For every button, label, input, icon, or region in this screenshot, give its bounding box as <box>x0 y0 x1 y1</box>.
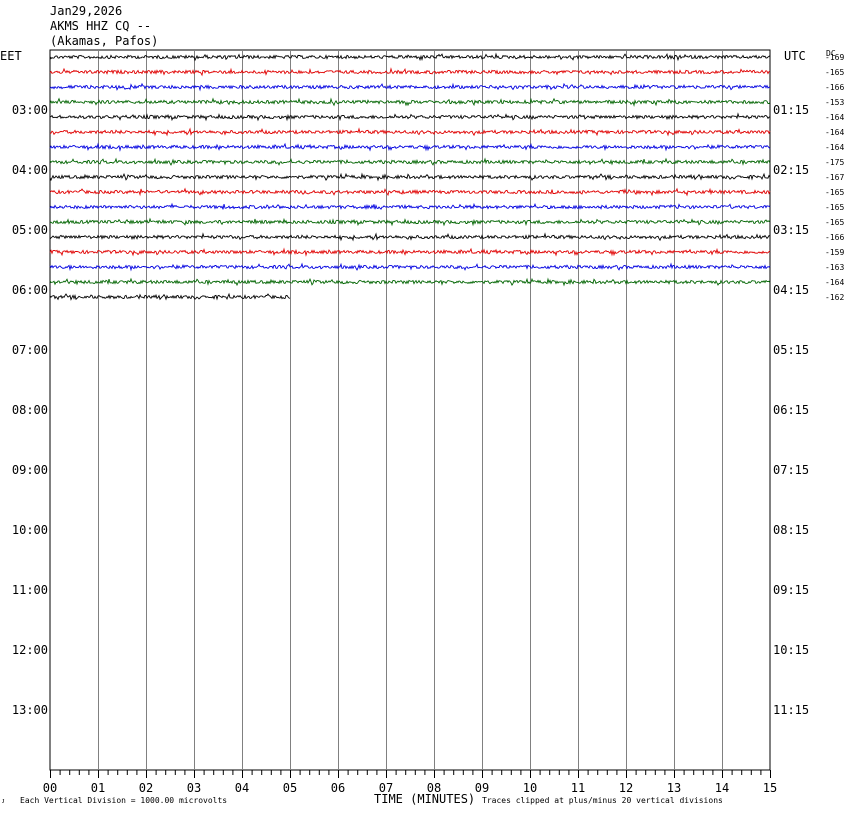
seismic-trace <box>49 82 771 92</box>
seismic-trace <box>49 142 771 152</box>
left-hour-label: 13:00 <box>12 703 48 717</box>
left-hour-label: 08:00 <box>12 403 48 417</box>
seismic-trace <box>49 232 771 242</box>
dc-offset-label: -166 <box>825 233 844 242</box>
location-label: (Akamas, Pafos) <box>50 34 159 48</box>
dc-offset-label: -165 <box>825 68 844 77</box>
station-label: AKMS HHZ CQ -- <box>50 19 152 33</box>
seismic-trace <box>49 112 771 122</box>
seismic-trace <box>49 262 771 272</box>
x-tick-label: 06 <box>331 781 345 795</box>
right-hour-label: 02:15 <box>773 163 809 177</box>
x-tick-label: 13 <box>667 781 681 795</box>
dc-offset-label: -175 <box>825 158 844 167</box>
left-hour-label: 05:00 <box>12 223 48 237</box>
clip-note: Traces clipped at plus/minus 20 vertical… <box>482 796 723 805</box>
seismic-trace <box>49 67 771 77</box>
dc-offset-label: -165 <box>825 188 844 197</box>
x-tick-label: 04 <box>235 781 249 795</box>
seismic-trace <box>49 187 771 197</box>
x-tick-label: 01 <box>91 781 105 795</box>
x-tick-label: 00 <box>43 781 57 795</box>
left-hour-label: 04:00 <box>12 163 48 177</box>
x-tick-label: 14 <box>715 781 729 795</box>
dc-offset-label: -163 <box>825 263 844 272</box>
x-tick-label: 09 <box>475 781 489 795</box>
right-hour-label: 01:15 <box>773 103 809 117</box>
right-timezone-label: UTC <box>784 49 806 63</box>
dc-offset-label: -167 <box>825 173 844 182</box>
left-hour-label: 09:00 <box>12 463 48 477</box>
left-hour-label: 03:00 <box>12 103 48 117</box>
right-hour-label: 09:15 <box>773 583 809 597</box>
x-tick-label: 11 <box>571 781 585 795</box>
x-tick-label: 08 <box>427 781 441 795</box>
left-hour-label: 07:00 <box>12 343 48 357</box>
x-tick-label: 12 <box>619 781 633 795</box>
right-hour-label: 07:15 <box>773 463 809 477</box>
seismic-trace <box>49 97 771 107</box>
right-hour-label: 04:15 <box>773 283 809 297</box>
seismic-trace <box>49 52 771 62</box>
dc-offset-label: -166 <box>825 83 844 92</box>
x-tick-label: 10 <box>523 781 537 795</box>
x-tick-label: 15 <box>763 781 777 795</box>
x-tick-label: 05 <box>283 781 297 795</box>
x-axis-label: TIME (MINUTES) <box>374 792 476 806</box>
right-hour-label: 06:15 <box>773 403 809 417</box>
dc-offset-label: -164 <box>825 278 844 287</box>
dc-offset-label: -159 <box>825 248 844 257</box>
dc-offset-label: -165 <box>825 218 844 227</box>
seismic-trace <box>49 247 771 257</box>
date-label: Jan29,2026 <box>50 4 123 18</box>
seismic-trace <box>49 202 771 211</box>
right-hour-label: 08:15 <box>773 523 809 537</box>
left-timezone-label: EET <box>0 49 22 63</box>
seismic-trace <box>49 217 771 227</box>
seismic-trace <box>49 277 771 287</box>
right-hour-label: 10:15 <box>773 643 809 657</box>
dc-offset-label: -164 <box>825 143 844 152</box>
left-hour-label: 12:00 <box>12 643 48 657</box>
seismic-trace <box>49 292 291 301</box>
x-tick-label: 07 <box>379 781 393 795</box>
dc-offset-label: -164 <box>825 113 844 122</box>
scale-note: Each Vertical Division = 1000.00 microvo… <box>20 796 228 805</box>
plot-frame <box>49 49 771 771</box>
dc-offset-label: -169 <box>825 53 844 62</box>
seismic-trace <box>49 157 771 166</box>
dc-offset-label: -164 <box>825 128 844 137</box>
seismic-trace <box>49 172 771 182</box>
dc-offset-label: -153 <box>825 98 844 107</box>
dc-label: DC <box>826 49 836 58</box>
x-tick-label: 02 <box>139 781 153 795</box>
seismic-trace <box>49 127 771 137</box>
left-hour-label: 11:00 <box>12 583 48 597</box>
left-hour-label: 06:00 <box>12 283 48 297</box>
left-hour-label: 10:00 <box>12 523 48 537</box>
dc-offset-label: -162 <box>825 293 844 302</box>
right-hour-label: 11:15 <box>773 703 809 717</box>
dc-offset-label: -165 <box>825 203 844 212</box>
right-hour-label: 05:15 <box>773 343 809 357</box>
x-tick-label: 03 <box>187 781 201 795</box>
right-hour-label: 03:15 <box>773 223 809 237</box>
scale-corner-mark: ᴊ <box>2 796 5 805</box>
